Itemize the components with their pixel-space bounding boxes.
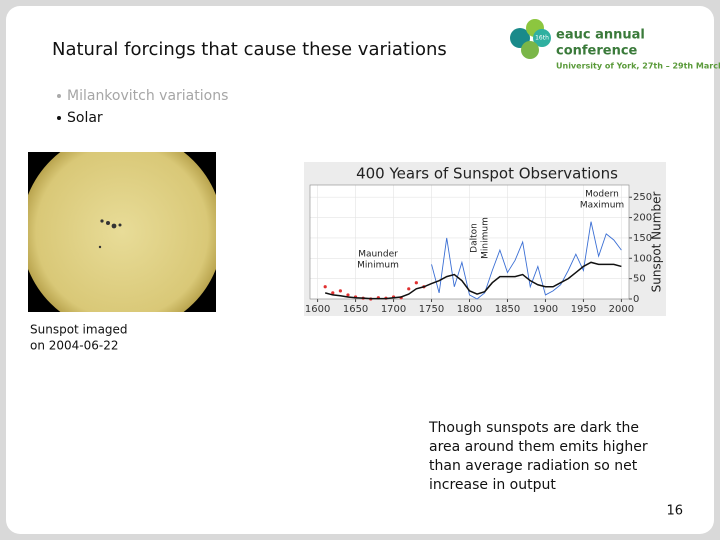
series-point: [414, 281, 418, 285]
sun-image: [28, 152, 216, 312]
y-tick-label: 100: [633, 253, 652, 264]
plot-border: [309, 184, 630, 300]
x-tick-label: 1750: [419, 304, 444, 315]
series-line: [324, 261, 622, 300]
note: than average radiation so net: [429, 458, 638, 474]
annotation: Minimum: [357, 261, 399, 271]
x-tick-label: 1700: [381, 304, 406, 315]
series-point: [323, 285, 327, 289]
sun: [28, 152, 216, 312]
y-tick-label: 150: [633, 233, 652, 244]
logo-dot: [521, 41, 539, 59]
logo-text: conference: [556, 44, 638, 59]
x-tick-label: 1800: [457, 304, 482, 315]
x-tick-label: 1900: [533, 304, 558, 315]
sunspot: [118, 223, 122, 227]
x-tick-label: 1850: [495, 304, 520, 315]
bullet-dot: [57, 94, 61, 98]
x-tick-label: 1950: [571, 304, 596, 315]
x-tick-label: 1600: [305, 304, 330, 315]
logo-dot: [533, 29, 551, 47]
note: area around them emits higher: [429, 439, 648, 455]
x-tick-label: 2000: [609, 304, 634, 315]
logo-text: eauc annual: [556, 28, 645, 43]
logo-badge: 16th: [535, 35, 549, 42]
x-tick-label: 1650: [343, 304, 368, 315]
logo-event: University of York, 27th – 29th March 20…: [556, 62, 720, 71]
annotation: Minimum: [481, 217, 491, 259]
series-point: [331, 291, 335, 295]
annotation: Maximum: [580, 201, 624, 211]
bullet: Milankovitch variations: [67, 88, 228, 104]
y-tick-label: 0: [633, 294, 639, 305]
page-number: 16: [666, 504, 683, 519]
bullet: Solar: [67, 110, 103, 126]
annotation: Maunder: [358, 250, 398, 260]
y-tick-label: 200: [633, 213, 652, 224]
series-point: [407, 287, 411, 291]
y-tick-label: 50: [633, 274, 646, 285]
series-line: [431, 221, 622, 300]
sunspot: [111, 223, 117, 229]
sunspot: [98, 245, 102, 249]
caption: Sunspot imaged: [30, 323, 128, 337]
annotation: Dalton: [470, 223, 480, 253]
slide-title: Natural forcings that cause these variat…: [52, 39, 447, 60]
chart-title: 400 Years of Sunspot Observations: [356, 165, 618, 183]
logo: 16th eauc annual conference University o…: [510, 19, 720, 71]
sunspot: [100, 219, 104, 223]
series-point: [346, 293, 350, 297]
series-point: [338, 289, 342, 293]
sunspot: [106, 221, 110, 225]
annotation: Modern: [585, 190, 619, 200]
y-tick-label: 250: [633, 192, 652, 203]
caption: on 2004-06-22: [30, 339, 119, 353]
note: Though sunspots are dark the: [428, 420, 639, 436]
y-axis-label: Sunspot Number: [650, 192, 664, 293]
note: increase in output: [429, 477, 556, 493]
bullet-dot: [57, 116, 61, 120]
